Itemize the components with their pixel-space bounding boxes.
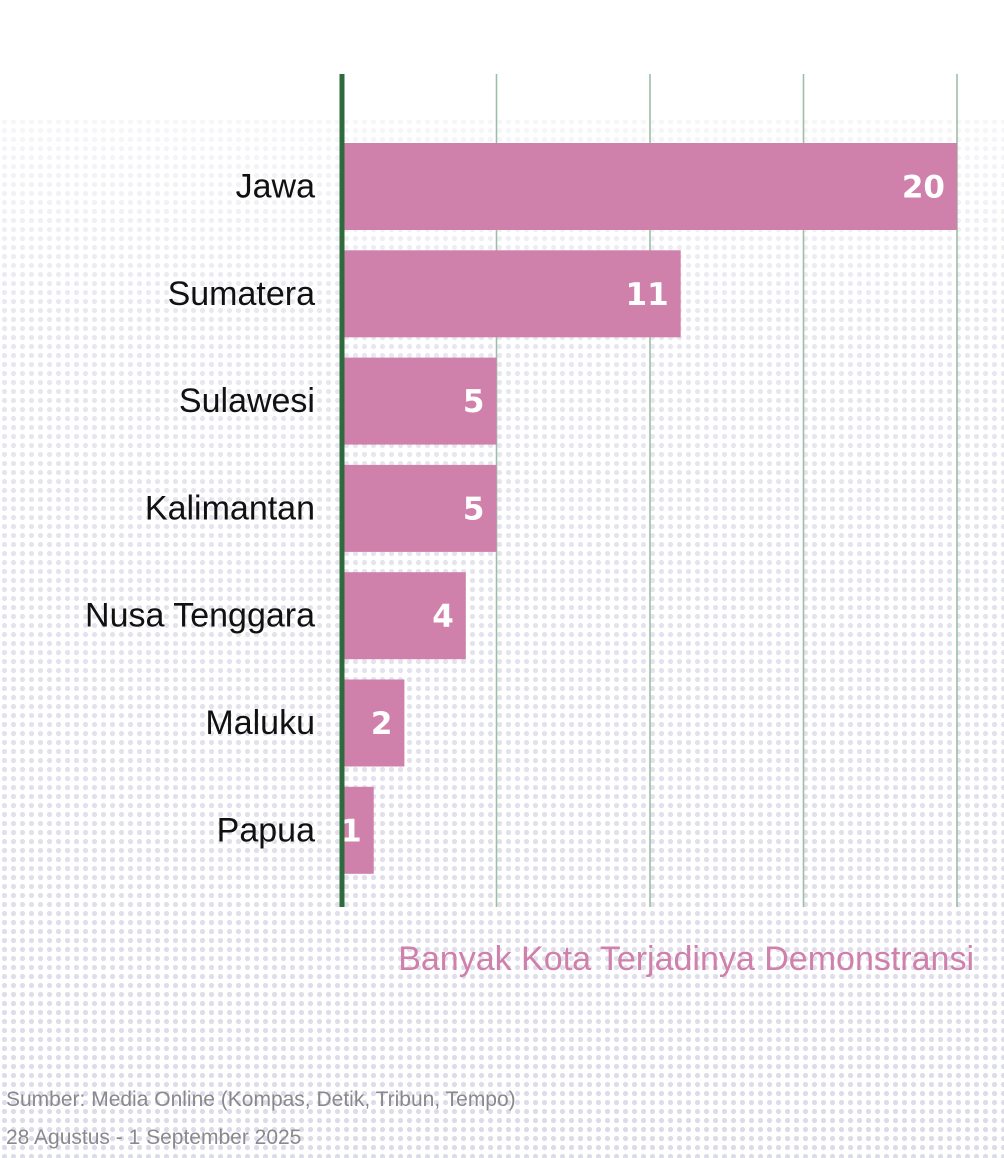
- value-label: 5: [463, 491, 485, 527]
- category-labels: Jawa Sumatera Sulawesi Kalimantan Nusa Tengg…: [85, 168, 315, 850]
- category-label: Kalimantan: [145, 489, 315, 527]
- category-label: Maluku: [205, 704, 315, 742]
- category-label: Papua: [217, 811, 315, 849]
- bar: [343, 679, 405, 767]
- source-text: Sumber: Media Online (Kompas, Detik, Tri…: [6, 1088, 516, 1111]
- bar: [343, 786, 374, 874]
- value-label: 20: [902, 170, 945, 206]
- bar: [343, 250, 681, 338]
- value-label: 4: [432, 599, 454, 635]
- value-label: 1: [340, 813, 362, 849]
- category-label: Jawa: [236, 168, 315, 206]
- date-range-text: 28 Agustus - 1 September 2025: [6, 1126, 302, 1149]
- bar: [343, 464, 497, 552]
- value-label: 11: [626, 277, 669, 313]
- value-label: 5: [463, 384, 485, 420]
- value-label: 2: [371, 706, 393, 742]
- x-axis-label: Banyak Kota Terjadinya Demonstransi: [398, 940, 974, 978]
- category-label: Sumatera: [168, 275, 315, 313]
- bar: [343, 572, 466, 660]
- bars: [343, 143, 957, 874]
- bar: [343, 143, 957, 230]
- category-label: Sulawesi: [179, 382, 315, 420]
- value-labels: 20 11 5 5 4 2 1: [340, 170, 945, 850]
- category-label: Nusa Tenggara: [85, 597, 315, 635]
- bar: [343, 357, 497, 445]
